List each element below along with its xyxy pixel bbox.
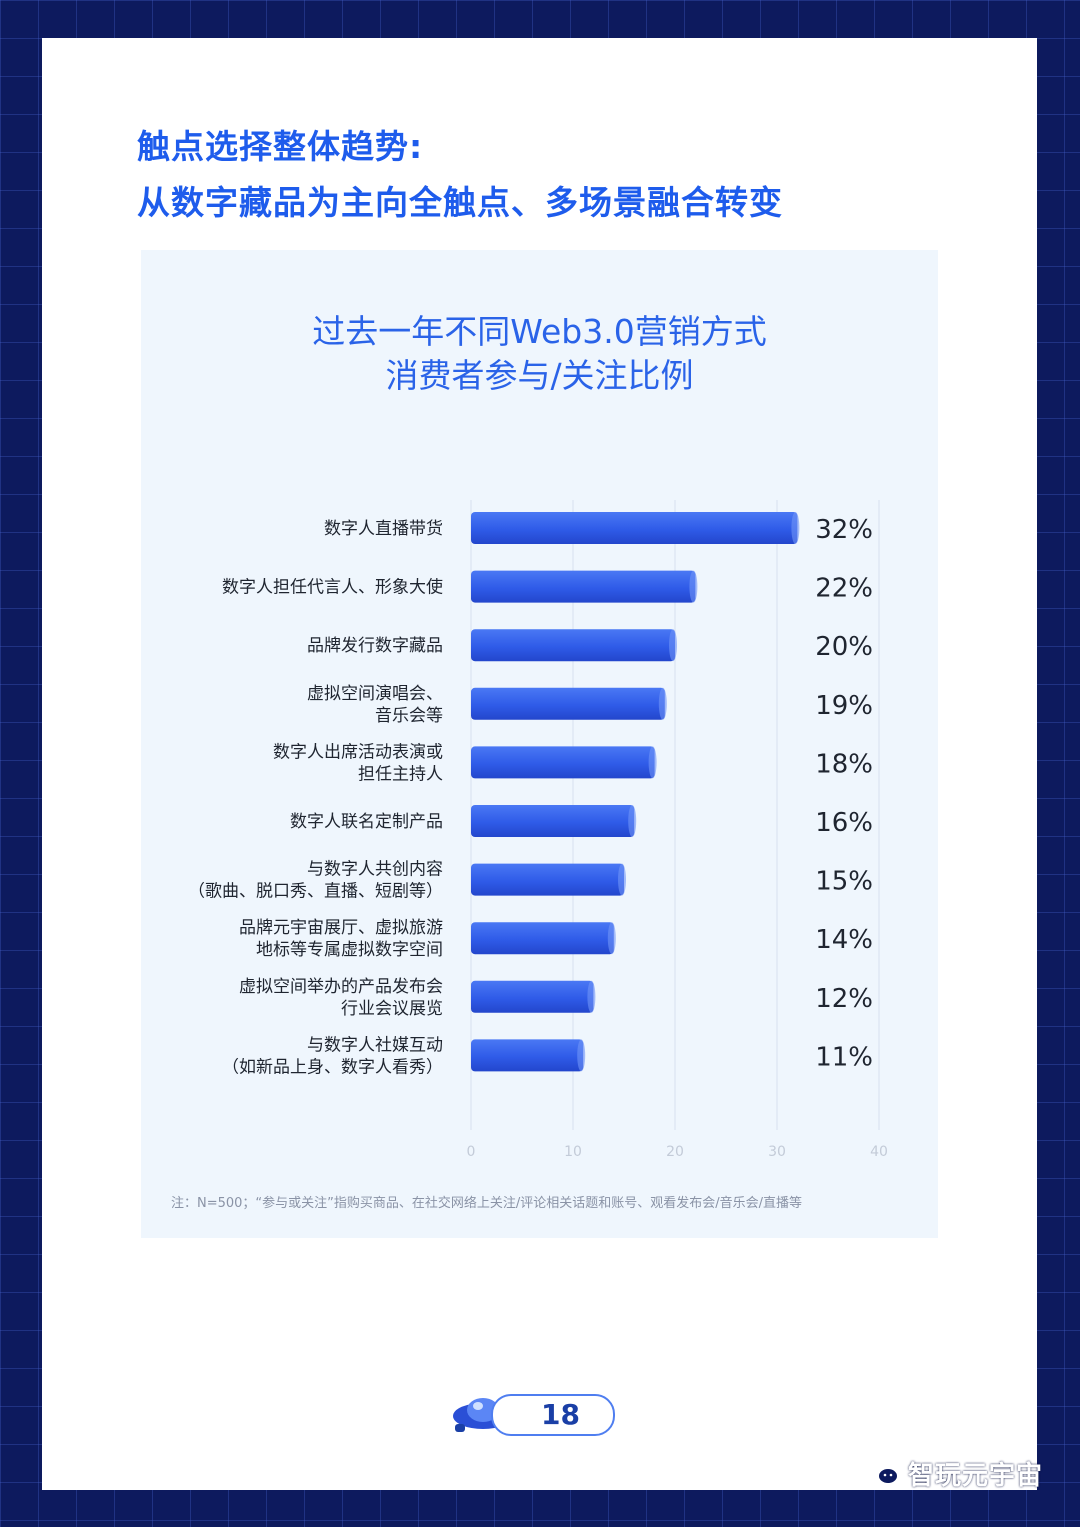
category-label: 数字人担任代言人、形象大使 bbox=[222, 577, 443, 598]
category-label: 虚拟空间举办的产品发布会 bbox=[239, 977, 443, 997]
category-label: 数字人出席活动表演或 bbox=[273, 742, 443, 762]
x-tick-label: 10 bbox=[564, 1144, 582, 1160]
category-label: 音乐会等 bbox=[375, 706, 443, 726]
category-label: 行业会议展览 bbox=[341, 999, 443, 1019]
page-number: 18 bbox=[541, 1398, 580, 1431]
page-heading-line2: 从数字藏品为主向全触点、多场景融合转变 bbox=[137, 183, 783, 222]
value-label: 20% bbox=[815, 632, 873, 662]
wechat-icon bbox=[864, 1460, 899, 1485]
bar-cap bbox=[658, 687, 667, 720]
category-label: （如新品上身、数字人看秀） bbox=[222, 1057, 443, 1077]
category-label: 地标等专属虚拟数字空间 bbox=[256, 940, 443, 960]
bar-cap bbox=[628, 805, 637, 837]
value-label: 12% bbox=[815, 984, 873, 1014]
bar bbox=[471, 922, 614, 955]
category-label: 数字人直播带货 bbox=[324, 519, 443, 539]
value-label: 15% bbox=[815, 867, 873, 897]
report-page: 触点选择整体趋势: 从数字藏品为主向全触点、多场景融合转变 过去一年不同Web3… bbox=[42, 38, 1037, 1490]
bar-cap bbox=[587, 980, 596, 1013]
x-tick-label: 20 bbox=[666, 1144, 684, 1160]
bar bbox=[471, 805, 635, 837]
value-label: 22% bbox=[815, 574, 873, 604]
value-label: 11% bbox=[815, 1042, 873, 1072]
bar bbox=[471, 1039, 584, 1072]
wechat-watermark: 智玩元宇宙 bbox=[862, 1455, 1043, 1491]
bar bbox=[471, 863, 624, 896]
category-label: 品牌元宇宙展厅、虚拟旅游 bbox=[239, 918, 443, 938]
chart-footnote: 注：N=500；“参与或关注”指购买商品、在社交网络上关注/评论相关话题和账号、… bbox=[171, 1196, 803, 1211]
bar-cap bbox=[791, 512, 800, 544]
chart-title-line1: 过去一年不同Web3.0营销方式 bbox=[312, 312, 767, 351]
watermark-text: 智玩元宇宙 bbox=[908, 1460, 1044, 1491]
bar-cap bbox=[618, 863, 626, 896]
chart-panel: 过去一年不同Web3.0营销方式 消费者参与/关注比例 0 10 20 30 40 数字人… bbox=[141, 250, 938, 1238]
bar bbox=[471, 746, 655, 779]
value-label: 18% bbox=[815, 749, 873, 779]
category-label: 品牌发行数字藏品 bbox=[307, 636, 443, 656]
category-label: 数字人联名定制产品 bbox=[290, 812, 443, 832]
chart-title-line2: 消费者参与/关注比例 bbox=[385, 356, 694, 395]
bar-chart: 0 10 20 30 40 数字人直播带货 32% 数字人担任代言人、形象大使 22% 品牌发行数… bbox=[188, 500, 888, 1160]
page-number-badge: 18 bbox=[491, 1394, 615, 1436]
value-label: 19% bbox=[815, 691, 873, 721]
bar bbox=[471, 980, 594, 1013]
bar bbox=[471, 687, 665, 720]
bar bbox=[471, 629, 675, 662]
value-label: 16% bbox=[815, 808, 873, 838]
category-label: 担任主持人 bbox=[358, 764, 443, 784]
page-heading-line1: 触点选择整体趋势: bbox=[137, 127, 424, 166]
x-tick-label: 0 bbox=[467, 1144, 476, 1160]
bar bbox=[471, 570, 696, 603]
bar bbox=[471, 512, 798, 544]
category-label: 与数字人共创内容 bbox=[307, 860, 443, 880]
value-label: 14% bbox=[815, 925, 873, 955]
category-label: （歌曲、脱口秀、直播、短剧等） bbox=[188, 882, 443, 902]
category-label: 与数字人社媒互动 bbox=[307, 1035, 443, 1055]
x-tick-label: 40 bbox=[870, 1144, 888, 1160]
x-tick-label: 30 bbox=[768, 1144, 786, 1160]
bar-cap bbox=[689, 570, 698, 603]
bar-cap bbox=[607, 922, 616, 955]
bar-cap bbox=[669, 629, 677, 662]
value-label: 32% bbox=[815, 515, 873, 545]
category-label: 虚拟空间演唱会、 bbox=[307, 684, 443, 704]
bar-cap bbox=[577, 1039, 586, 1072]
bar-cap bbox=[648, 746, 657, 779]
